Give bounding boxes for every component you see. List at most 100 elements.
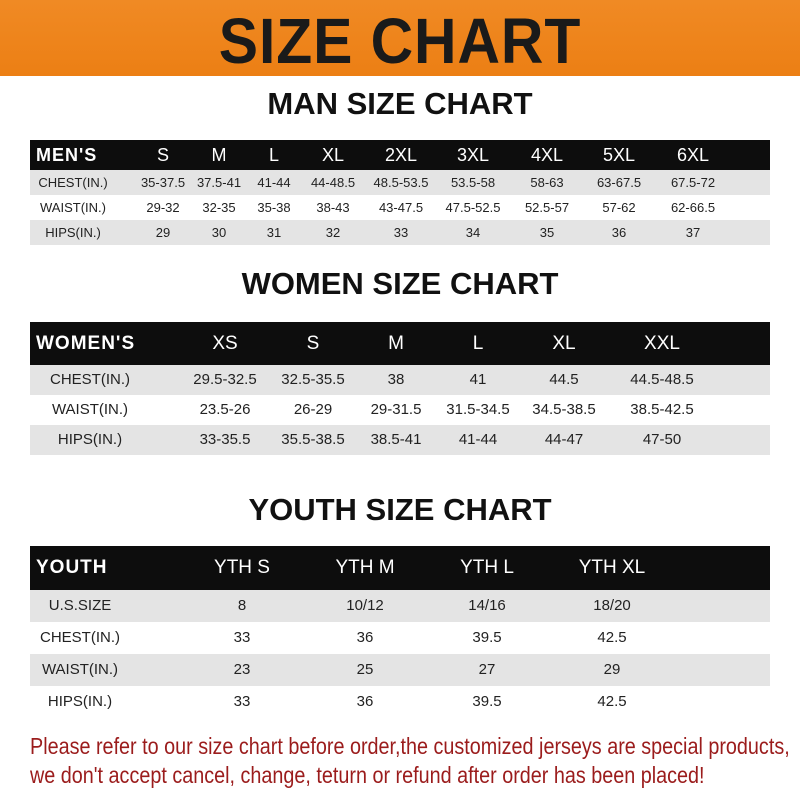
row-label: HIPS(IN.)	[47, 693, 113, 710]
table-cell: 25	[356, 661, 374, 678]
table-header-row: MEN'S S M L XL 2XL 3XL 4XL 5XL 6XL	[30, 140, 770, 170]
table-header-row: WOMEN'S XS S M L XL XXL	[30, 322, 770, 365]
men-section-title: MAN SIZE CHART	[267, 86, 533, 121]
table-header-label: MEN'S	[36, 145, 98, 165]
table-cell: 8	[237, 597, 247, 614]
row-label: WAIST(IN.)	[41, 661, 119, 678]
table-cell: 37.5-41	[196, 175, 242, 190]
table-row: CHEST(IN.) 29.5-32.5 32.5-35.5 38 41 44.5 44.5…	[30, 365, 770, 395]
table-row: HIPS(IN.) 33-35.5 35.5-38.5 38.5-41 41-44 44-…	[30, 425, 770, 455]
page-title: SIZE CHART	[218, 5, 582, 77]
size-column-header: 2XL	[384, 145, 418, 165]
row-label: CHEST(IN.)	[38, 175, 108, 190]
table-header-label: YOUTH	[36, 557, 108, 578]
table-cell: 33	[393, 225, 409, 240]
table-cell: 27	[478, 661, 496, 678]
notice-line-2: we don't accept cancel, change, teturn o…	[30, 762, 705, 788]
table-cell: 33	[233, 629, 251, 646]
size-column-header: YTH M	[335, 557, 395, 578]
table-cell: 29.5-32.5	[193, 371, 257, 388]
table-cell: 29-31.5	[370, 401, 422, 418]
table-cell: 32.5-35.5	[281, 371, 345, 388]
table-cell: 39.5	[472, 629, 502, 646]
women-size-table: WOMEN'S XS S M L XL XXL CHEST(IN.) 29.5-32.5 32.5…	[30, 322, 770, 455]
table-cell: 33	[233, 693, 251, 710]
size-column-header: 6XL	[676, 145, 710, 165]
youth-section-title: YOUTH SIZE CHART	[248, 492, 552, 527]
table-cell: 47.5-52.5	[445, 200, 501, 215]
table-cell: 41	[469, 371, 487, 388]
size-column-header: M	[211, 145, 227, 165]
table-cell: 38-43	[316, 200, 350, 215]
table-cell: 18/20	[593, 597, 631, 614]
table-cell: 38	[387, 371, 405, 388]
table-cell: 37	[685, 225, 701, 240]
table-cell: 62-66.5	[670, 200, 716, 215]
table-cell: 43-47.5	[378, 200, 424, 215]
size-column-header: L	[472, 333, 484, 354]
table-cell: 42.5	[597, 693, 627, 710]
row-label: WAIST(IN.)	[40, 200, 106, 215]
table-cell: 63-67.5	[596, 175, 642, 190]
table-cell: 67.5-72	[670, 175, 716, 190]
table-cell: 34.5-38.5	[532, 401, 596, 418]
youth-size-table: YOUTH YTH S YTH M YTH L YTH XL U.S.SIZE 8 10/12…	[30, 546, 770, 718]
table-cell: 47-50	[642, 431, 682, 448]
table-row: WAIST(IN.) 29-32 32-35 35-38 38-43 43-47.5 47.…	[30, 195, 770, 220]
size-column-header: XL	[321, 145, 345, 165]
table-cell: 38.5-42.5	[630, 401, 694, 418]
table-row: U.S.SIZE 8 10/12 14/16 18/20	[30, 590, 770, 622]
table-cell: 57-62	[602, 200, 636, 215]
table-cell: 36	[356, 693, 374, 710]
table-cell: 52.5-57	[524, 200, 570, 215]
table-cell: 34	[465, 225, 481, 240]
table-cell: 32-35	[202, 200, 236, 215]
row-label: CHEST(IN.)	[50, 371, 130, 388]
table-row: CHEST(IN.) 33 36 39.5 42.5	[30, 622, 770, 654]
table-row: HIPS(IN.) 29 30 31 32 33 34 35 36 37	[30, 220, 770, 245]
size-column-header: M	[388, 333, 404, 354]
table-cell: 53.5-58	[450, 175, 496, 190]
title-banner: SIZE CHART	[0, 0, 800, 77]
table-cell: 41-44	[257, 175, 291, 190]
table-cell: 58-63	[530, 175, 564, 190]
size-column-header: 5XL	[602, 145, 636, 165]
table-cell: 42.5	[597, 629, 627, 646]
size-column-header: XL	[552, 333, 576, 354]
table-cell: 38.5-41	[370, 431, 422, 448]
table-cell: 23.5-26	[199, 401, 251, 418]
table-row: HIPS(IN.) 33 36 39.5 42.5	[30, 686, 770, 718]
table-cell: 39.5	[472, 693, 502, 710]
size-column-header: S	[306, 333, 320, 354]
size-column-header: S	[156, 145, 170, 165]
table-cell: 35.5-38.5	[281, 431, 345, 448]
table-cell: 14/16	[468, 597, 506, 614]
notice-line-1: Please refer to our size chart before or…	[30, 733, 790, 759]
table-cell: 35	[539, 225, 555, 240]
table-header-row: YOUTH YTH S YTH M YTH L YTH XL	[30, 546, 770, 590]
table-cell: 33-35.5	[199, 431, 251, 448]
row-label: WAIST(IN.)	[51, 401, 129, 418]
size-column-header: L	[268, 145, 280, 165]
table-cell: 32	[325, 225, 341, 240]
size-column-header: XS	[212, 333, 238, 354]
table-cell: 36	[356, 629, 374, 646]
table-cell: 31	[266, 225, 282, 240]
row-label: HIPS(IN.)	[45, 225, 101, 240]
men-size-table: MEN'S S M L XL 2XL 3XL 4XL 5XL 6XL CHEST(IN.) 35-37…	[30, 140, 770, 245]
size-column-header: YTH L	[460, 557, 514, 578]
table-cell: 36	[611, 225, 627, 240]
table-cell: 44.5-48.5	[630, 371, 694, 388]
size-column-header: 3XL	[456, 145, 490, 165]
table-cell: 30	[211, 225, 227, 240]
row-label: HIPS(IN.)	[57, 431, 123, 448]
table-cell: 29-32	[146, 200, 180, 215]
size-column-header: XXL	[644, 333, 680, 354]
table-row: WAIST(IN.) 23.5-26 26-29 29-31.5 31.5-34.5 34…	[30, 395, 770, 425]
table-cell: 35-38	[257, 200, 291, 215]
table-cell: 41-44	[458, 431, 498, 448]
table-row: WAIST(IN.) 23 25 27 29	[30, 654, 770, 686]
table-cell: 44-48.5	[310, 175, 356, 190]
table-cell: 44.5	[549, 371, 579, 388]
table-row: CHEST(IN.) 35-37.5 37.5-41 41-44 44-48.5 48.5…	[30, 170, 770, 195]
